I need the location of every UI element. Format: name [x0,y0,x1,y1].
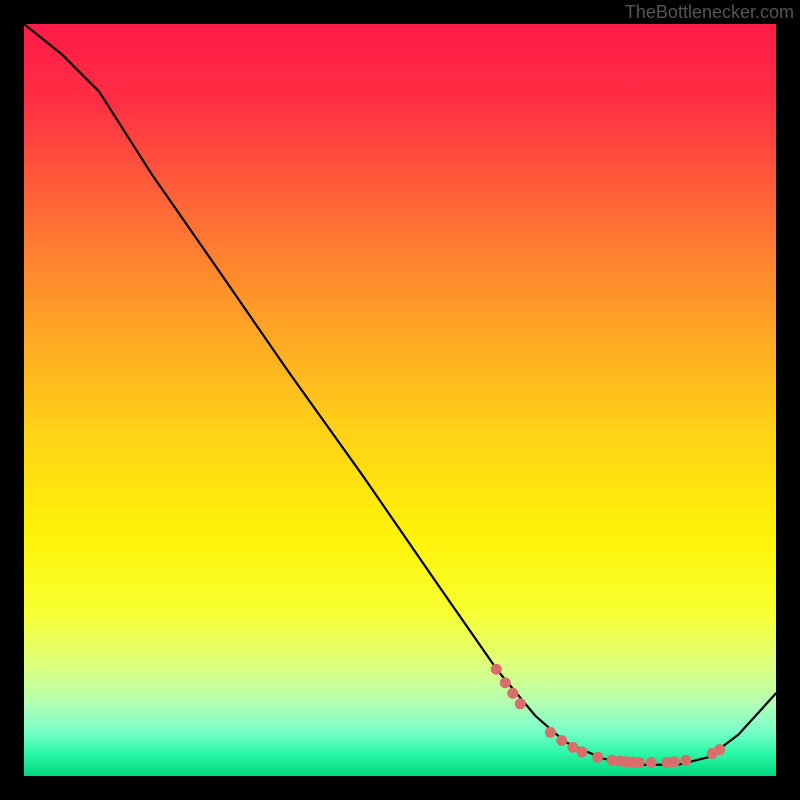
bottleneck-curve [24,24,776,765]
data-marker [545,727,556,738]
data-marker [576,746,587,757]
chart-curve-layer [24,24,776,776]
data-marker [491,664,502,675]
data-marker [646,757,657,768]
data-marker [556,735,567,746]
data-marker [634,757,645,768]
data-marker [500,677,511,688]
data-marker [507,688,518,699]
plot-area [24,24,776,776]
watermark-text: TheBottlenecker.com [625,2,794,23]
data-markers [491,664,725,768]
data-marker [680,755,691,766]
data-marker [592,752,603,763]
data-marker [669,756,680,767]
data-marker [515,698,526,709]
data-marker [714,744,725,755]
